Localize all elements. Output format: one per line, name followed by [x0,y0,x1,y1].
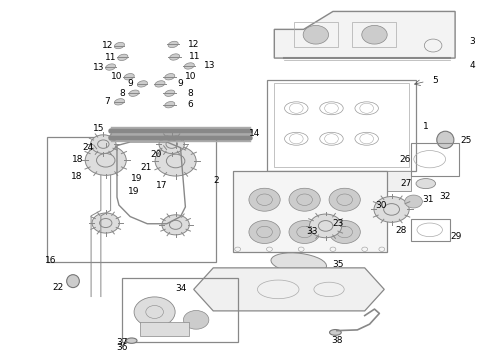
Ellipse shape [165,90,175,96]
Ellipse shape [114,99,124,105]
Ellipse shape [184,63,195,69]
Text: 15: 15 [93,123,104,132]
Text: 30: 30 [375,201,387,210]
Text: 10: 10 [111,72,122,81]
Circle shape [303,26,329,44]
Ellipse shape [105,64,116,70]
Text: 19: 19 [131,174,142,183]
Circle shape [289,188,320,211]
Bar [122,278,238,342]
Text: 11: 11 [190,53,201,62]
Text: 5: 5 [433,76,439,85]
Ellipse shape [437,131,454,148]
Ellipse shape [67,275,79,288]
Ellipse shape [129,90,139,96]
Text: 18: 18 [71,172,82,181]
Text: 23: 23 [332,219,343,228]
Text: 17: 17 [156,181,168,190]
Ellipse shape [124,73,134,80]
Text: 20: 20 [150,150,162,159]
Text: 28: 28 [395,226,407,235]
Text: 13: 13 [93,63,104,72]
Text: 11: 11 [105,53,117,62]
Text: 38: 38 [331,336,343,345]
Polygon shape [233,171,387,252]
Text: 21: 21 [141,163,152,172]
Text: 24: 24 [82,143,93,152]
Circle shape [289,221,320,243]
Text: 8: 8 [187,89,193,98]
Text: 19: 19 [128,187,139,196]
Text: 12: 12 [101,41,113,50]
Polygon shape [233,171,411,191]
Bar [47,137,216,262]
Ellipse shape [271,253,326,274]
Text: 4: 4 [469,61,475,70]
Text: 12: 12 [188,40,199,49]
Text: 9: 9 [178,80,183,89]
Ellipse shape [126,338,137,343]
Circle shape [183,311,209,329]
Text: 9: 9 [127,80,133,89]
Ellipse shape [168,41,178,48]
Circle shape [329,188,360,211]
Text: 32: 32 [440,192,451,201]
Text: 34: 34 [175,284,186,293]
Text: 26: 26 [399,155,411,164]
Text: 10: 10 [185,72,196,81]
Bar [352,22,396,47]
Text: 6: 6 [187,100,193,109]
Text: 18: 18 [72,155,84,164]
Circle shape [249,221,280,243]
Bar [294,22,338,47]
Text: 2: 2 [213,176,219,185]
Text: 22: 22 [53,283,64,292]
Ellipse shape [118,54,128,60]
Polygon shape [274,12,455,58]
Text: 35: 35 [332,260,343,269]
Circle shape [362,26,387,44]
Circle shape [162,215,189,235]
Ellipse shape [416,179,436,189]
Text: 31: 31 [422,195,434,204]
Text: 29: 29 [450,232,462,241]
Circle shape [91,135,116,153]
Circle shape [329,221,360,243]
Ellipse shape [114,42,124,49]
Bar [411,219,450,241]
Circle shape [374,197,409,222]
Ellipse shape [165,73,175,80]
Ellipse shape [170,54,180,60]
Text: 33: 33 [307,228,318,237]
Circle shape [155,146,196,176]
Circle shape [249,188,280,211]
Circle shape [405,195,422,208]
Text: 16: 16 [45,256,56,265]
Bar [267,80,416,171]
Ellipse shape [155,81,165,87]
Text: 14: 14 [249,129,261,138]
Text: 3: 3 [469,37,475,46]
Circle shape [92,213,120,233]
Polygon shape [194,268,384,311]
Ellipse shape [137,81,147,87]
Text: 1: 1 [423,122,429,131]
Circle shape [310,214,342,238]
Ellipse shape [165,102,175,108]
Text: 37: 37 [116,338,127,347]
Text: 27: 27 [400,179,412,188]
Circle shape [134,297,175,327]
Circle shape [159,135,184,153]
Circle shape [85,145,126,175]
Text: 25: 25 [460,136,471,145]
Text: 8: 8 [119,89,125,98]
Text: 36: 36 [116,343,127,352]
Ellipse shape [330,329,341,335]
Text: 13: 13 [204,62,216,71]
Text: 7: 7 [104,97,110,106]
Bar [140,322,189,336]
Bar [411,143,459,176]
